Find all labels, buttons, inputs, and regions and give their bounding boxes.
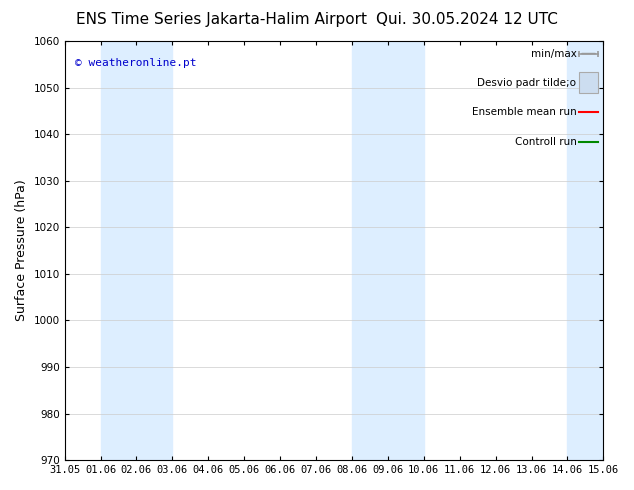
Bar [352, 41, 424, 460]
Text: Desvio padr tilde;o: Desvio padr tilde;o [477, 78, 576, 88]
Text: Controll run: Controll run [515, 137, 576, 147]
Text: min/max: min/max [531, 49, 576, 59]
Text: Qui. 30.05.2024 12 UTC: Qui. 30.05.2024 12 UTC [376, 12, 558, 27]
Bar [567, 41, 604, 460]
Y-axis label: Surface Pressure (hPa): Surface Pressure (hPa) [15, 180, 28, 321]
FancyBboxPatch shape [579, 73, 598, 94]
Text: Ensemble mean run: Ensemble mean run [472, 107, 576, 117]
Text: ENS Time Series Jakarta-Halim Airport: ENS Time Series Jakarta-Halim Airport [76, 12, 367, 27]
Text: © weatheronline.pt: © weatheronline.pt [75, 58, 197, 68]
Bar [101, 41, 172, 460]
